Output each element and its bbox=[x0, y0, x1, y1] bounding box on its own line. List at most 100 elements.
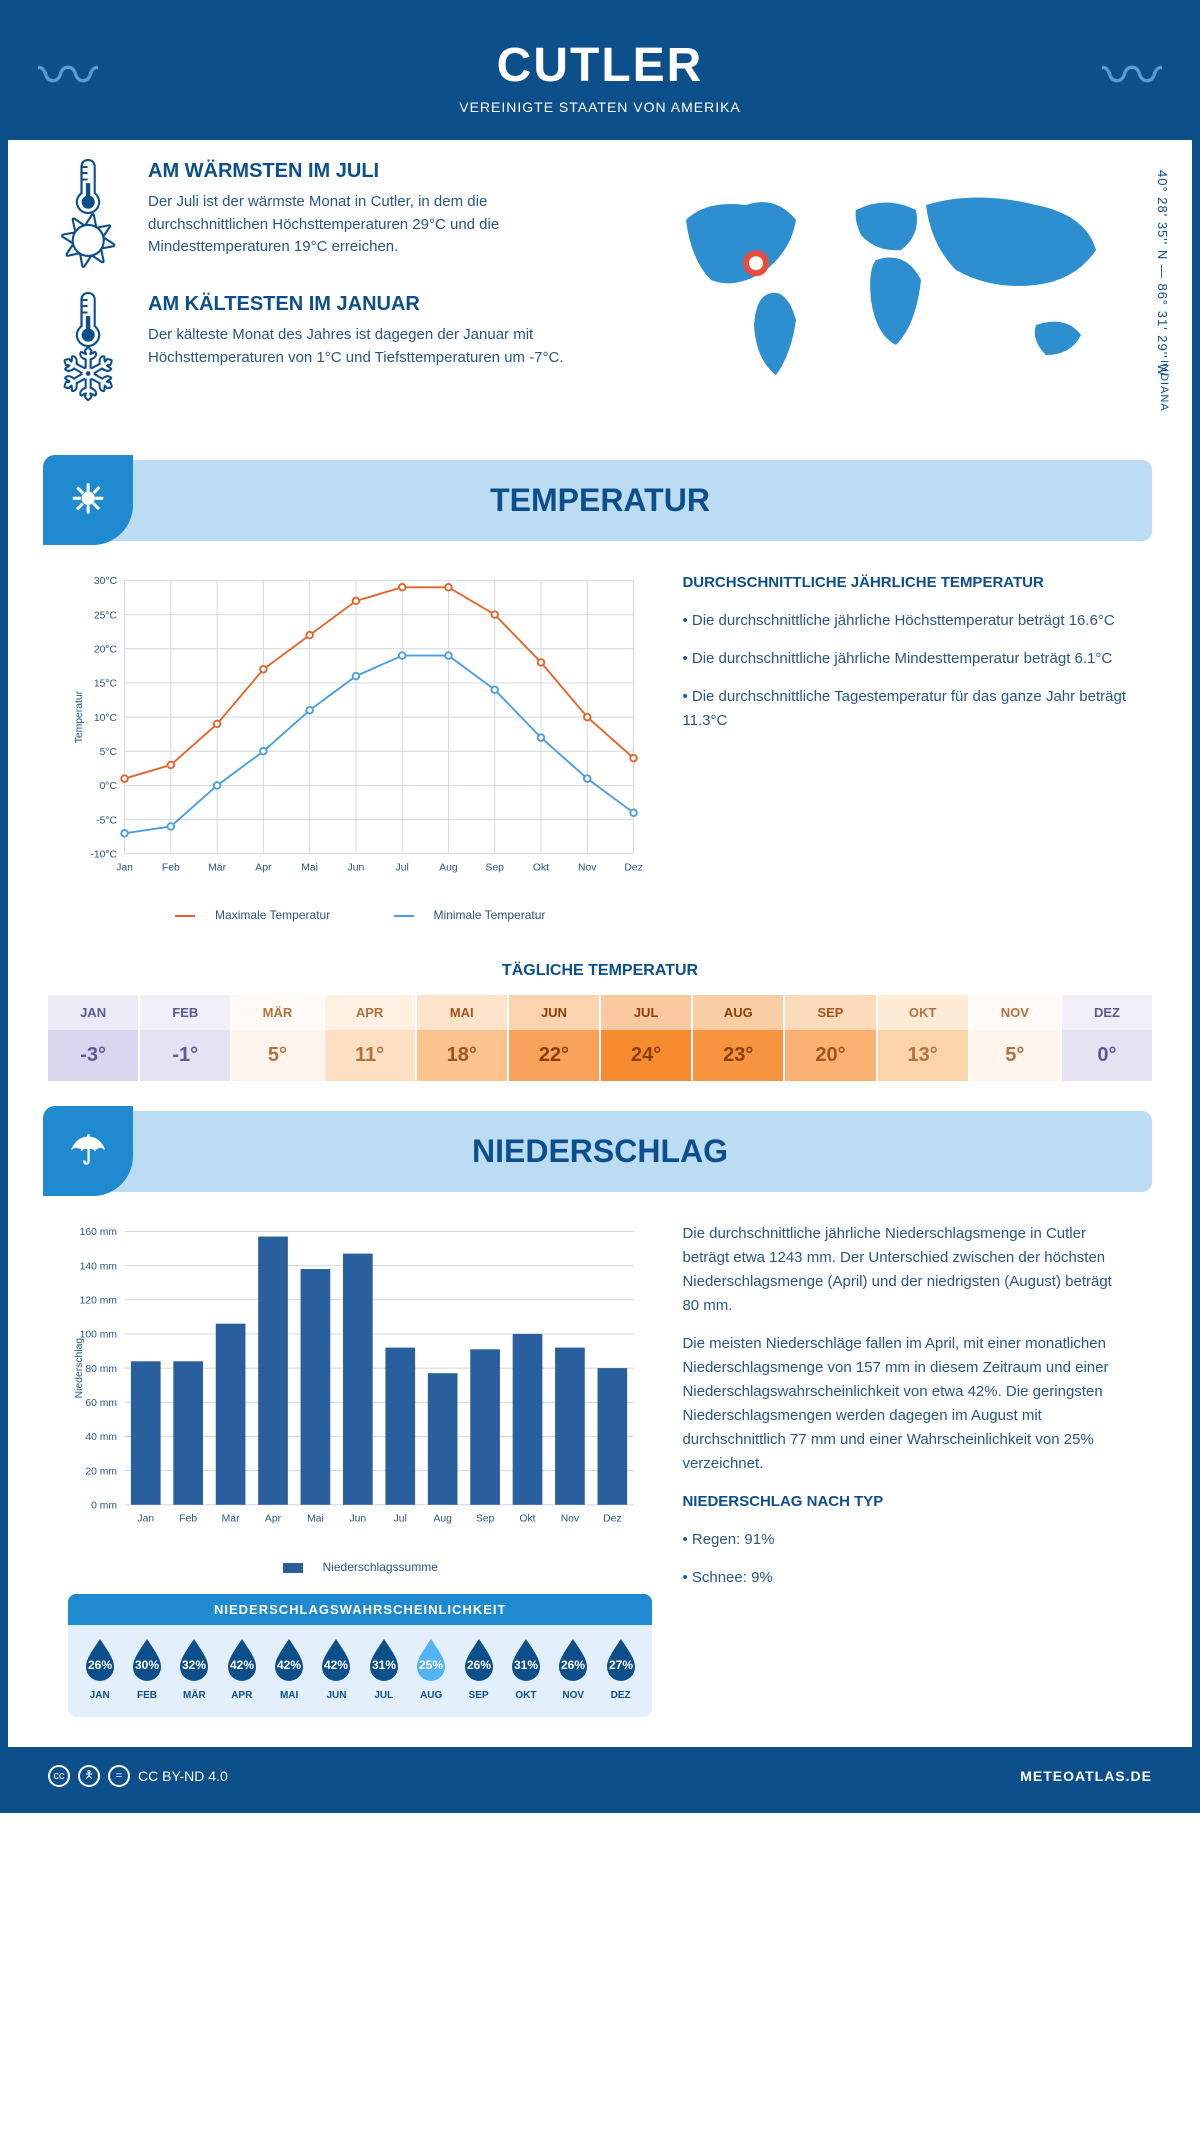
footer: cc 🯅 = CC BY-ND 4.0 METEOATLAS.DE bbox=[8, 1747, 1192, 1805]
temp-bullet: • Die durchschnittliche Tagestemperatur … bbox=[682, 685, 1132, 733]
wind-icon: 〰 bbox=[38, 28, 98, 115]
probability-drop: 31% OKT bbox=[506, 1637, 546, 1701]
probability-drop: 42% APR bbox=[222, 1637, 262, 1701]
svg-text:Okt: Okt bbox=[519, 1514, 535, 1525]
daily-temp-cell: JAN -3° bbox=[48, 995, 138, 1081]
svg-text:Apr: Apr bbox=[265, 1514, 282, 1525]
svg-text:Sep: Sep bbox=[476, 1514, 495, 1525]
svg-text:Feb: Feb bbox=[162, 863, 180, 874]
probability-drop: 30% FEB bbox=[127, 1637, 167, 1701]
svg-text:140 mm: 140 mm bbox=[80, 1262, 117, 1273]
probability-drop: 27% DEZ bbox=[601, 1637, 641, 1701]
svg-text:Jun: Jun bbox=[349, 1514, 366, 1525]
license: cc 🯅 = CC BY-ND 4.0 bbox=[48, 1765, 228, 1787]
probability-drop: 42% MAI bbox=[269, 1637, 309, 1701]
world-map bbox=[620, 160, 1152, 400]
svg-text:Mai: Mai bbox=[301, 863, 318, 874]
svg-text:30%: 30% bbox=[135, 1658, 159, 1672]
svg-text:Nov: Nov bbox=[561, 1514, 580, 1525]
temp-bullet: • Die durchschnittliche jährliche Mindes… bbox=[682, 647, 1132, 671]
svg-text:Nov: Nov bbox=[578, 863, 597, 874]
svg-text:Okt: Okt bbox=[533, 863, 549, 874]
precip-type-title: NIEDERSCHLAG NACH TYP bbox=[682, 1490, 1132, 1514]
intro-box: 🌡☀ AM WÄRMSTEN IM JULI Der Juli ist der … bbox=[48, 160, 1152, 440]
svg-text:Mär: Mär bbox=[208, 863, 226, 874]
svg-text:30°C: 30°C bbox=[94, 576, 118, 587]
city-title: CUTLER bbox=[28, 38, 1172, 93]
probability-drop: 26% NOV bbox=[553, 1637, 593, 1701]
svg-text:0 mm: 0 mm bbox=[91, 1501, 117, 1512]
site-name: METEOATLAS.DE bbox=[1020, 1768, 1152, 1784]
svg-text:Jan: Jan bbox=[137, 1514, 154, 1525]
wind-icon: 〰 bbox=[1102, 28, 1162, 115]
svg-text:26%: 26% bbox=[561, 1658, 585, 1672]
svg-text:120 mm: 120 mm bbox=[80, 1296, 117, 1307]
svg-text:Dez: Dez bbox=[624, 863, 642, 874]
daily-temp-table: JAN -3° FEB -1° MÄR 5° APR 11° MAI 18° J… bbox=[48, 995, 1152, 1081]
temp-chart-col: -10°C-5°C0°C5°C10°C15°C20°C25°C30°CJanFe… bbox=[68, 571, 652, 922]
nd-icon: = bbox=[108, 1765, 130, 1787]
svg-text:Sep: Sep bbox=[486, 863, 505, 874]
by-icon: 🯅 bbox=[78, 1765, 100, 1787]
avg-temp-title: DURCHSCHNITTLICHE JÄHRLICHE TEMPERATUR bbox=[682, 571, 1132, 595]
svg-text:Jun: Jun bbox=[348, 863, 365, 874]
coldest-text: Der kälteste Monat des Jahres ist dagege… bbox=[148, 324, 580, 369]
precip-text-col: Die durchschnittliche jährliche Niedersc… bbox=[682, 1222, 1132, 1716]
probability-row: 26% JAN 30% FEB 32% MÄR 42% APR 42% MAI … bbox=[68, 1625, 652, 1705]
probability-title: NIEDERSCHLAGSWAHRSCHEINLICHKEIT bbox=[68, 1594, 652, 1625]
svg-text:5°C: 5°C bbox=[100, 747, 118, 758]
svg-text:26%: 26% bbox=[88, 1658, 112, 1672]
location-marker bbox=[746, 253, 766, 273]
svg-text:80 mm: 80 mm bbox=[85, 1364, 117, 1375]
svg-text:Dez: Dez bbox=[603, 1514, 621, 1525]
temp-legend: Maximale Temperatur Minimale Temperatur bbox=[68, 908, 652, 922]
precip-text-1: Die durchschnittliche jährliche Niedersc… bbox=[682, 1222, 1132, 1318]
svg-text:60 mm: 60 mm bbox=[85, 1399, 117, 1410]
svg-text:20°C: 20°C bbox=[94, 645, 118, 656]
coldest-title: AM KÄLTESTEN IM JANUAR bbox=[148, 293, 580, 316]
svg-text:25°C: 25°C bbox=[94, 610, 118, 621]
svg-text:-10°C: -10°C bbox=[90, 850, 117, 861]
svg-text:10°C: 10°C bbox=[94, 713, 118, 724]
svg-text:42%: 42% bbox=[277, 1658, 301, 1672]
svg-text:Aug: Aug bbox=[433, 1514, 452, 1525]
precip-text-2: Die meisten Niederschläge fallen im Apri… bbox=[682, 1332, 1132, 1476]
svg-text:Jan: Jan bbox=[116, 863, 133, 874]
probability-drop: 26% JAN bbox=[80, 1637, 120, 1701]
cc-icon: cc bbox=[48, 1765, 70, 1787]
svg-text:Apr: Apr bbox=[255, 863, 272, 874]
precip-section-body: 0 mm 20 mm 40 mm 60 mm 80 mm 100 mm 120 mm 140 … bbox=[48, 1192, 1152, 1746]
temperature-section-header: ☀ TEMPERATUR bbox=[48, 460, 1152, 541]
daily-temp-cell: SEP 20° bbox=[785, 995, 875, 1081]
svg-text:100 mm: 100 mm bbox=[80, 1330, 117, 1341]
map-column: 40° 28' 35'' N — 86° 31' 29'' W INDIANA bbox=[620, 160, 1152, 440]
precip-type-bullet: • Regen: 91% bbox=[682, 1528, 1132, 1552]
svg-text:Mai: Mai bbox=[307, 1514, 324, 1525]
daily-temp-cell: MAI 18° bbox=[417, 995, 507, 1081]
info-column: 🌡☀ AM WÄRMSTEN IM JULI Der Juli ist der … bbox=[48, 160, 580, 440]
probability-box: NIEDERSCHLAGSWAHRSCHEINLICHKEIT 26% JAN … bbox=[68, 1594, 652, 1717]
daily-temp-cell: JUN 22° bbox=[509, 995, 599, 1081]
warmest-title: AM WÄRMSTEN IM JULI bbox=[148, 160, 580, 183]
temperature-section-body: -10°C-5°C0°C5°C10°C15°C20°C25°C30°CJanFe… bbox=[48, 541, 1152, 952]
svg-text:40 mm: 40 mm bbox=[85, 1433, 117, 1444]
page: 〰 CUTLER VEREINIGTE STAATEN VON AMERIKA … bbox=[0, 0, 1200, 1813]
svg-text:-5°C: -5°C bbox=[96, 815, 117, 826]
daily-temp-cell: DEZ 0° bbox=[1062, 995, 1152, 1081]
svg-text:Jul: Jul bbox=[396, 863, 409, 874]
svg-text:20 mm: 20 mm bbox=[85, 1467, 117, 1478]
daily-temp-cell: APR 11° bbox=[325, 995, 415, 1081]
thermometer-snow-icon: 🌡❄ bbox=[48, 293, 128, 401]
daily-temp-cell: OKT 13° bbox=[878, 995, 968, 1081]
coordinates: 40° 28' 35'' N — 86° 31' 29'' W bbox=[1155, 170, 1170, 377]
warmest-block: 🌡☀ AM WÄRMSTEN IM JULI Der Juli ist der … bbox=[48, 160, 580, 268]
precipitation-bar-chart: 0 mm 20 mm 40 mm 60 mm 80 mm 100 mm 120 mm 140 … bbox=[68, 1222, 652, 1542]
svg-text:26%: 26% bbox=[467, 1658, 491, 1672]
thermometer-sun-icon: 🌡☀ bbox=[48, 160, 128, 268]
precip-section-header: ☂ NIEDERSCHLAG bbox=[48, 1111, 1152, 1192]
svg-text:42%: 42% bbox=[324, 1658, 348, 1672]
svg-text:Temperatur: Temperatur bbox=[74, 690, 85, 743]
probability-drop: 25% AUG bbox=[411, 1637, 451, 1701]
svg-text:Feb: Feb bbox=[179, 1514, 197, 1525]
temp-bullet: • Die durchschnittliche jährliche Höchst… bbox=[682, 609, 1132, 633]
